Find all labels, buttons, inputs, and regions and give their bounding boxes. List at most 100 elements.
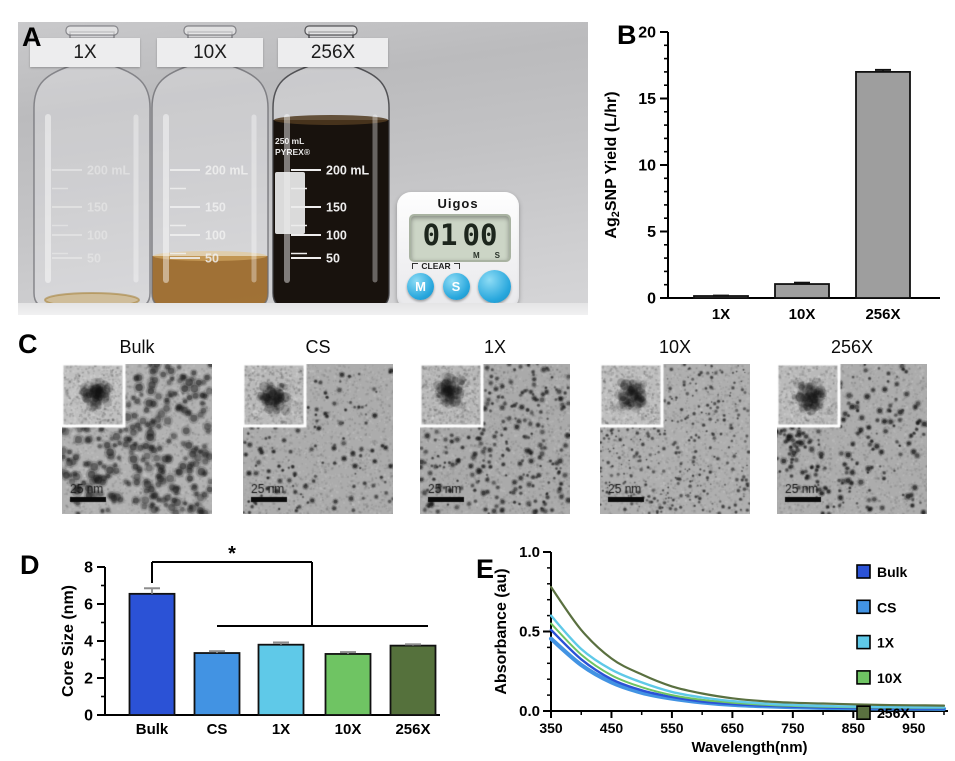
timer-minutes-button: M (407, 273, 434, 300)
svg-text:5: 5 (647, 224, 656, 241)
svg-text:550: 550 (660, 720, 684, 736)
bottle-label-10x: 10X (157, 38, 263, 67)
svg-text:450: 450 (600, 720, 624, 736)
svg-text:PYREX®: PYREX® (275, 147, 311, 157)
svg-text:256X: 256X (395, 721, 430, 738)
svg-text:200 mL: 200 mL (205, 164, 248, 178)
svg-text:2: 2 (84, 671, 93, 688)
absorbance-line-chart: 0.0 0.5 1.0 350 450 550 650 750 850 950 Wavelength… (493, 545, 948, 756)
svg-text:4: 4 (84, 634, 93, 651)
svg-text:650: 650 (721, 720, 745, 736)
svg-text:750: 750 (781, 720, 805, 736)
svg-text:150: 150 (205, 201, 226, 215)
panel-a-label: A (22, 22, 42, 52)
panel-c-label: C (18, 329, 38, 359)
svg-text:15: 15 (638, 91, 656, 108)
tem-label: Bulk (119, 337, 155, 357)
svg-text:1X: 1X (712, 306, 730, 323)
tem-panel-1x: 1X (420, 334, 570, 514)
svg-text:256X: 256X (865, 306, 900, 323)
svg-text:CS: CS (877, 599, 896, 615)
svg-text:Core Size (nm): Core Size (nm) (60, 585, 77, 697)
tem-label: CS (305, 337, 331, 357)
legend: Bulk CS 1X 10X 256X (856, 564, 910, 721)
tem-image-1x (420, 364, 570, 514)
svg-text:200 mL: 200 mL (87, 164, 130, 178)
svg-text:10X: 10X (789, 306, 816, 323)
panel-b-label: B (617, 20, 637, 50)
bar-cs (193, 652, 241, 716)
tem-panel-bulk: Bulk (62, 334, 212, 514)
svg-text:Bulk: Bulk (877, 564, 908, 580)
tem-label: 256X (830, 337, 874, 357)
timer-start-button (478, 270, 511, 303)
svg-text:0: 0 (84, 708, 93, 725)
clear-bracket-left (412, 263, 419, 269)
svg-text:200 mL: 200 mL (326, 164, 369, 178)
svg-text:100: 100 (205, 229, 226, 243)
svg-text:*: * (228, 545, 236, 565)
svg-text:Wavelength(nm): Wavelength(nm) (691, 739, 807, 756)
tem-image-10x (600, 364, 750, 514)
svg-text:1.0: 1.0 (519, 545, 540, 561)
bar-bulk (128, 592, 176, 716)
bar-256x (389, 644, 437, 716)
svg-text:Ag2SNP Yield (L/hr): Ag2SNP Yield (L/hr) (603, 91, 622, 238)
timer-seconds-button: S (442, 273, 470, 300)
svg-text:8: 8 (84, 560, 93, 577)
svg-text:150: 150 (326, 201, 347, 215)
bottle-label-256x: 256X (278, 38, 388, 67)
bar-10x (324, 653, 372, 716)
timer-brand: Uigos (437, 196, 479, 211)
tem-image-256x (777, 364, 927, 514)
panel-a-photograph: 200 mL 150 100 50 200 mL 150 100 50 200 mL 150 100… (18, 22, 588, 315)
svg-text:850: 850 (842, 720, 866, 736)
bar-1x (257, 643, 305, 716)
svg-text:10X: 10X (877, 670, 903, 686)
panel-e-label: E (476, 554, 495, 584)
panel-d-label: D (20, 550, 40, 580)
svg-text:50: 50 (87, 252, 101, 266)
svg-text:50: 50 (205, 252, 219, 266)
tem-image-cs (243, 364, 393, 514)
tem-label: 1X (483, 337, 507, 357)
svg-text:350: 350 (539, 720, 563, 736)
yield-bar-chart: 0 5 10 15 20 1X 10X 256X Ag2SNP Yield (L/hr) (603, 25, 940, 323)
clear-bracket-right (453, 263, 460, 269)
core-size-bar-chart: 0 2 4 6 8 Bulk CS 1X 10X 256X Core Size (nm) * (60, 545, 440, 738)
svg-text:Bulk: Bulk (136, 721, 169, 738)
svg-text:100: 100 (326, 229, 347, 243)
tem-panel-256x: 256X (777, 334, 927, 514)
tem-image-bulk (62, 364, 212, 514)
svg-text:1X: 1X (272, 721, 290, 738)
svg-text:Absorbance (au): Absorbance (au) (493, 568, 510, 694)
bottle-1x: 200 mL 150 100 50 (32, 25, 152, 314)
timer-clear-label: CLEAR (397, 262, 475, 271)
svg-text:256X: 256X (877, 705, 910, 721)
svg-text:100: 100 (87, 229, 108, 243)
series-256x (549, 585, 946, 707)
tem-panel-cs: CS (243, 334, 393, 514)
tem-label: 10X (658, 337, 692, 357)
tem-panel-10x: 10X (600, 334, 750, 514)
series-1x (549, 614, 946, 709)
svg-text:6: 6 (84, 597, 93, 614)
svg-text:20: 20 (638, 25, 656, 42)
svg-text:0.5: 0.5 (519, 624, 540, 641)
bottle-10x: 200 mL 150 100 50 (150, 25, 270, 314)
svg-text:50: 50 (326, 252, 340, 266)
svg-text:150: 150 (87, 201, 108, 215)
timer-digits: 01 00 (422, 218, 498, 252)
svg-text:0: 0 (647, 291, 656, 308)
svg-text:1X: 1X (877, 635, 895, 651)
bar-10x (774, 283, 830, 299)
bottle-label-1x: 1X (30, 38, 140, 67)
svg-text:10: 10 (638, 158, 656, 175)
svg-text:CS: CS (207, 721, 228, 738)
svg-text:10X: 10X (335, 721, 362, 738)
